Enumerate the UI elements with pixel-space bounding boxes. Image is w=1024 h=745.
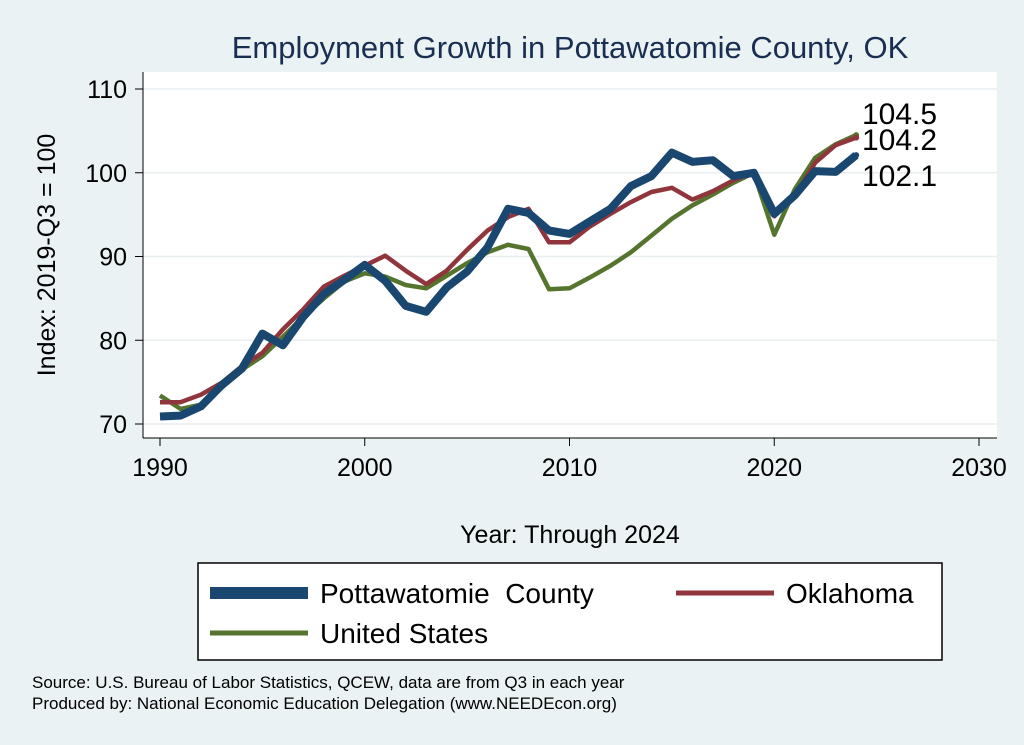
series-end-point-oklahoma: [853, 134, 860, 141]
y-tick-label: 80: [99, 327, 127, 355]
y-tick-label: 100: [85, 160, 127, 188]
y-tick-label: 70: [99, 411, 127, 439]
legend: Pottawatomie County Oklahoma United Stat…: [197, 562, 943, 661]
legend-label-pottawatomie: Pottawatomie County: [320, 578, 594, 609]
legend-box: [197, 562, 943, 661]
source-note: Source: U.S. Bureau of Labor Statistics,…: [32, 673, 625, 692]
y-axis-label: Index: 2019-Q3 = 100: [33, 134, 61, 377]
legend-label-united-states: United States: [320, 618, 488, 649]
chart-title: Employment Growth in Pottawatomie County…: [232, 30, 909, 65]
end-value-label: 102.1: [862, 160, 937, 193]
series-end-point-pottawatomie-county: [853, 152, 860, 159]
y-tick-label: 110: [87, 76, 127, 104]
x-tick-label: 2010: [542, 454, 598, 482]
producer-note: Produced by: National Economic Education…: [32, 694, 617, 713]
end-value-label: 104.5: [862, 98, 937, 131]
end-value-label: 104.2: [862, 124, 937, 157]
series-line-pottawatomie-county: [159, 148, 859, 421]
x-axis-label: Year: Through 2024: [460, 521, 680, 549]
legend-label-oklahoma: Oklahoma: [786, 578, 914, 609]
x-tick-label: 2000: [337, 454, 393, 482]
y-tick-label: 90: [99, 244, 127, 272]
x-tick-label: 2030: [951, 454, 1007, 482]
x-tick-label: 2020: [746, 454, 802, 482]
x-tick-label: 1990: [132, 454, 188, 482]
